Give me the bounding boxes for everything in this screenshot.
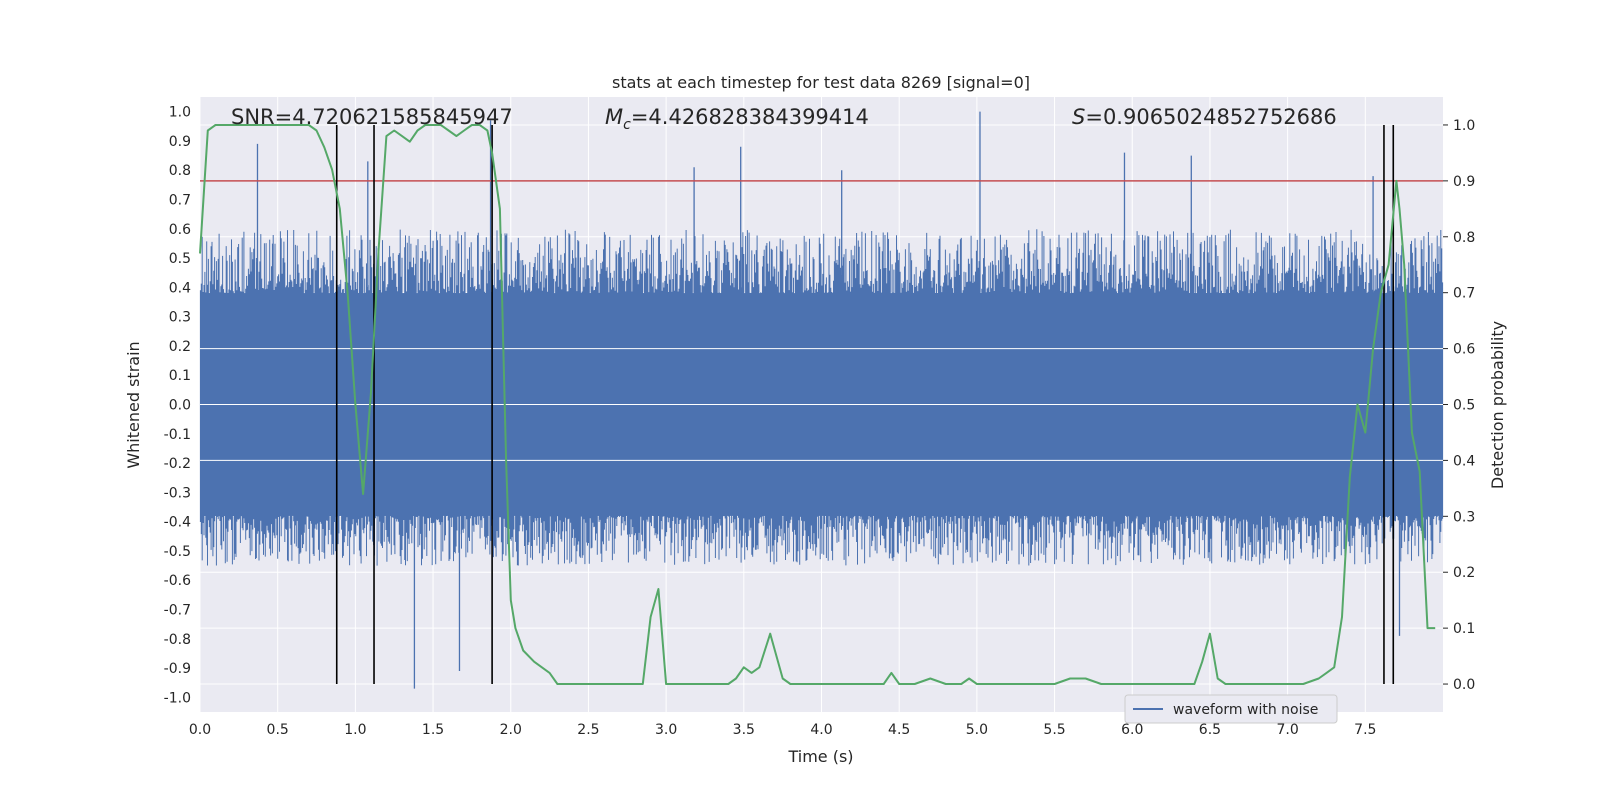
- x-tick-label: 7.0: [1276, 722, 1298, 738]
- y-left-tick-label: 0.9: [169, 134, 191, 150]
- y-left-tick-label: -0.7: [164, 603, 191, 619]
- s-symbol: S: [1072, 105, 1085, 129]
- y-right-tick-label: 0.5: [1453, 398, 1475, 414]
- y-left-tick-label: 0.8: [169, 163, 191, 179]
- y-left-tick-label: -0.5: [164, 544, 191, 560]
- y-right-tick-label: 0.1: [1453, 621, 1475, 637]
- chirp-mass-annotation: Mc=4.426828384399414: [605, 105, 869, 133]
- x-tick-label: 4.0: [810, 722, 832, 738]
- y-left-tick-label: 0.7: [169, 193, 191, 209]
- legend: waveform with noise: [1124, 694, 1338, 724]
- y-left-tick-label: 0.6: [169, 222, 191, 238]
- legend-box: [1124, 694, 1338, 724]
- y-axis-right-label: Detection probability: [1488, 321, 1507, 489]
- x-tick-label: 5.5: [1043, 722, 1065, 738]
- y-right-tick-label: 0.7: [1453, 286, 1475, 302]
- right-axis-ticks: 1.0 0.9 0.8 0.7 0.6 0.5 0.4 0.3 0.2 0.1 0.0: [1443, 118, 1475, 693]
- y-right-tick-label: 0.0: [1453, 677, 1475, 693]
- left-axis-ticks: 1.0 0.9 0.8 0.7 0.6 0.5 0.4 0.3 0.2 0.1 0.0 -0.1 -0.…: [164, 105, 191, 707]
- x-tick-label: 6.5: [1199, 722, 1221, 738]
- y-right-tick-label: 0.4: [1453, 453, 1475, 469]
- y-left-tick-label: -0.2: [164, 456, 191, 472]
- snr-annotation: SNR=4.720621585845947: [231, 105, 513, 129]
- x-tick-label: 6.0: [1121, 722, 1143, 738]
- y-left-tick-label: -0.1: [164, 427, 191, 443]
- y-left-tick-label: -0.8: [164, 632, 191, 648]
- x-tick-label: 3.5: [733, 722, 755, 738]
- x-tick-label: 0.0: [189, 722, 211, 738]
- y-left-tick-label: -0.6: [164, 573, 191, 589]
- y-left-tick-label: 0.1: [169, 368, 191, 384]
- y-left-tick-label: -0.9: [164, 661, 191, 677]
- y-right-tick-label: 0.2: [1453, 565, 1475, 581]
- detection-probability-line: [199, 124, 1436, 685]
- chart-title: stats at each timestep for test data 826…: [612, 73, 1030, 92]
- y-left-tick-label: -1.0: [164, 690, 191, 706]
- y-left-tick-label: 0.3: [169, 310, 191, 326]
- y-left-tick-label: 0.2: [169, 339, 191, 355]
- chirp-mass-value: =4.426828384399414: [631, 105, 869, 129]
- x-tick-label: 5.0: [966, 722, 988, 738]
- s-annotation: S=0.9065024852752686: [1072, 105, 1337, 129]
- y-right-tick-label: 0.9: [1453, 174, 1475, 190]
- chirp-mass-subscript: c: [623, 117, 631, 133]
- y-right-tick-label: 0.8: [1453, 230, 1475, 246]
- y-left-tick-label: 1.0: [169, 105, 191, 121]
- y-left-tick-label: 0.5: [169, 251, 191, 267]
- x-tick-label: 3.0: [655, 722, 677, 738]
- s-value: =0.9065024852752686: [1085, 105, 1336, 129]
- y-right-tick-label: 1.0: [1453, 118, 1475, 134]
- y-left-tick-label: 0.4: [169, 280, 191, 296]
- legend-waveform-label: waveform with noise: [1173, 702, 1318, 718]
- y-axis-left-label: Whitened strain: [124, 341, 143, 468]
- x-tick-label: 1.5: [422, 722, 444, 738]
- y-right-tick-label: 0.3: [1453, 509, 1475, 525]
- y-left-tick-label: -0.3: [164, 485, 191, 501]
- waveform-series: [199, 111, 1444, 689]
- y-right-tick-label: 0.6: [1453, 342, 1475, 358]
- x-tick-label: 7.5: [1354, 722, 1376, 738]
- probability-series-group: [199, 124, 1436, 685]
- x-axis-ticks: 0.0 0.5 1.0 1.5 2.0 2.5 3.0 3.5 4.0 4.5 5.0 5.5 6.0 6…: [189, 722, 1377, 738]
- chirp-mass-symbol: M: [605, 105, 623, 129]
- y-left-tick-label: -0.4: [164, 515, 191, 531]
- x-axis-label: Time (s): [787, 747, 853, 766]
- x-tick-label: 2.5: [577, 722, 599, 738]
- x-tick-label: 1.0: [344, 722, 366, 738]
- y-left-tick-label: 0.0: [169, 398, 191, 414]
- x-tick-label: 4.5: [888, 722, 910, 738]
- x-tick-label: 0.5: [267, 722, 289, 738]
- x-tick-label: 2.0: [500, 722, 522, 738]
